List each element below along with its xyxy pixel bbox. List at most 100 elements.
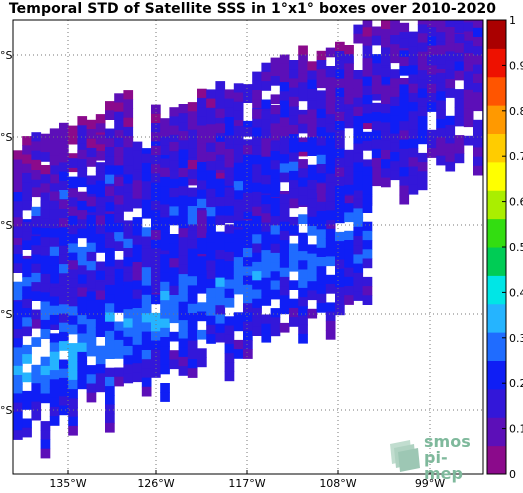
heatmap-cell	[13, 244, 23, 255]
heatmap-cell	[197, 189, 207, 200]
heatmap-cell	[243, 154, 253, 165]
heatmap-cell	[31, 282, 42, 292]
heatmap-cell	[335, 241, 345, 251]
heatmap-cell	[114, 303, 124, 313]
heatmap-cell	[114, 165, 124, 176]
heatmap-cell	[105, 422, 115, 433]
heatmap-cell	[31, 392, 42, 403]
heatmap-cell	[261, 156, 272, 167]
heatmap-cell	[279, 126, 290, 137]
heatmap-cell	[289, 87, 299, 98]
colorbar-swatch	[487, 76, 506, 106]
heatmap-cell	[95, 206, 106, 216]
heatmap-cell	[151, 210, 161, 220]
heatmap-cell	[123, 272, 134, 283]
heatmap-cell	[307, 127, 318, 138]
heatmap-cell	[252, 182, 262, 193]
heatmap-cell	[123, 318, 134, 329]
heatmap-cell	[160, 364, 170, 375]
heatmap-cell	[215, 305, 226, 315]
heatmap-cell	[49, 183, 60, 193]
heatmap-cell	[49, 274, 60, 284]
heatmap-cell	[215, 141, 226, 152]
heatmap-cell	[344, 94, 354, 105]
heatmap-cell	[224, 196, 235, 207]
heatmap-cell	[399, 78, 410, 88]
heatmap-cell	[463, 62, 474, 72]
heatmap-cell	[40, 255, 51, 266]
heatmap-cell	[390, 133, 400, 144]
heatmap-cell	[105, 101, 115, 111]
heatmap-cell	[13, 192, 23, 202]
heatmap-cell	[123, 300, 134, 310]
heatmap-cell	[40, 301, 51, 312]
heatmap-cell	[123, 364, 134, 375]
heatmap-cell	[95, 197, 106, 207]
heatmap-cell	[279, 258, 290, 269]
heatmap-cell	[86, 261, 97, 271]
heatmap-cell	[95, 162, 106, 172]
heatmap-cell	[261, 240, 272, 251]
plot-frame	[12, 19, 484, 475]
heatmap-cell	[105, 275, 115, 286]
heatmap-cell	[325, 182, 336, 193]
heatmap-cell	[381, 140, 391, 151]
heatmap-cell	[335, 231, 345, 242]
heatmap-cell	[68, 398, 78, 408]
heatmap-cell	[141, 227, 152, 237]
heatmap-cell	[362, 258, 373, 269]
heatmap-cell	[344, 230, 354, 241]
heatmap-cell	[362, 67, 373, 78]
heatmap-cell	[132, 354, 143, 364]
colorbar-swatch	[487, 161, 506, 191]
heatmap-cell	[298, 260, 308, 270]
heatmap-cell	[13, 177, 23, 188]
heatmap-cell	[105, 232, 115, 242]
heatmap-cell	[381, 150, 391, 160]
heatmap-cell	[307, 189, 318, 199]
heatmap-cell	[59, 236, 69, 247]
colorbar-tick-label: 1	[509, 14, 516, 27]
heatmap-cell	[40, 365, 51, 376]
heatmap-cell	[362, 58, 373, 68]
heatmap-cell	[141, 386, 152, 397]
heatmap-cell	[344, 295, 354, 305]
heatmap-cell	[206, 89, 216, 100]
heatmap-cell	[289, 298, 299, 309]
heatmap-cell	[233, 135, 244, 145]
heatmap-cell	[68, 425, 78, 436]
heatmap-cell	[197, 162, 207, 172]
heatmap-cell	[224, 316, 235, 326]
heatmap-cell	[353, 134, 364, 145]
heatmap-cell	[252, 109, 262, 119]
heatmap-cell	[151, 113, 161, 124]
heatmap-cell	[353, 33, 364, 44]
heatmap-cell	[371, 121, 382, 131]
heatmap-cell	[298, 186, 308, 197]
heatmap-cell	[105, 386, 115, 396]
heatmap-cell	[344, 286, 354, 296]
heatmap-cell	[187, 331, 198, 342]
heatmap-cell	[13, 210, 23, 221]
heatmap-cell	[325, 192, 336, 202]
colorbar-tick-label: 0.4	[509, 286, 523, 299]
heatmap-cell	[151, 294, 161, 305]
heatmap-cell	[13, 290, 23, 301]
heatmap-cell	[261, 110, 272, 121]
heatmap-cell	[417, 20, 428, 25]
heatmap-cell	[160, 263, 170, 274]
heatmap-cell	[445, 20, 456, 28]
heatmap-cell	[298, 287, 308, 298]
heatmap-cell	[31, 272, 42, 283]
heatmap-cell	[114, 367, 124, 378]
heatmap-cell	[187, 129, 198, 140]
heatmap-cell	[417, 162, 428, 172]
heatmap-cell	[289, 317, 299, 327]
heatmap-cell	[261, 129, 272, 139]
heatmap-cell	[463, 20, 474, 23]
heatmap-cell	[197, 125, 207, 136]
heatmap-cell	[95, 180, 106, 191]
heatmap-cell	[353, 208, 364, 219]
heatmap-cell	[206, 334, 216, 344]
heatmap-cell	[455, 0, 465, 6]
